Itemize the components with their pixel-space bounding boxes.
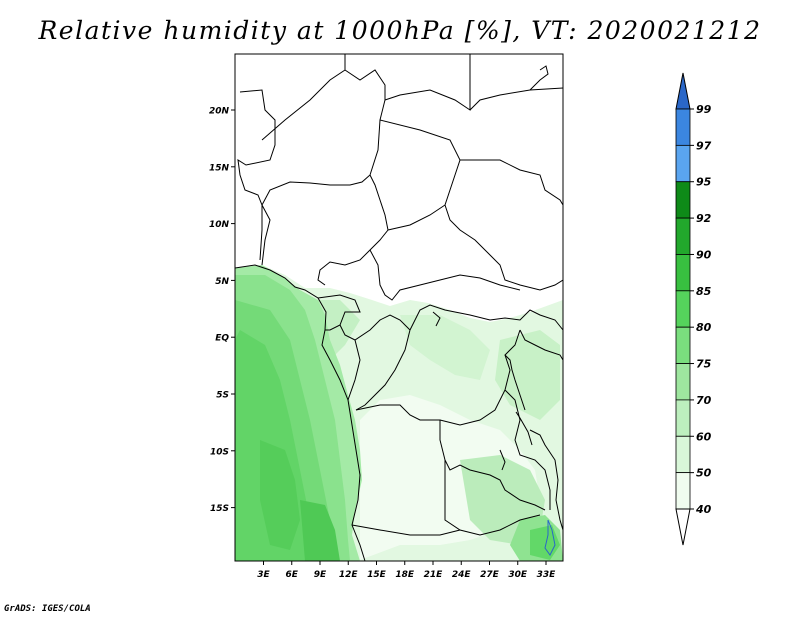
- colorbar-label: 95: [696, 176, 712, 189]
- map-title: Relative humidity at 1000hPa [%], VT: 20…: [38, 16, 762, 45]
- humidity-field: [235, 54, 563, 561]
- lon-tick-label: 27E: [480, 570, 500, 580]
- lon-tick-label: 33E: [537, 570, 557, 580]
- lat-tick-label: 5S: [216, 391, 229, 401]
- colorbar-segment: [675, 472, 691, 510]
- credit-label: GrADS: IGES/COLA: [4, 604, 91, 614]
- lon-tick-label: 18E: [395, 570, 415, 580]
- lon-tick-label: 30E: [508, 570, 528, 580]
- colorbar-segment: [675, 254, 691, 292]
- colorbar-label: 85: [696, 285, 712, 298]
- colorbar-label: 92: [696, 212, 712, 225]
- colorbar-segment: [675, 108, 691, 146]
- colorbar-upper-arrow: [675, 72, 691, 110]
- colorbar-label: 70: [696, 394, 712, 407]
- colorbar-label: 75: [696, 358, 712, 371]
- lon-tick-label: 6E: [286, 570, 299, 580]
- colorbar-label: 50: [696, 467, 712, 480]
- colorbar-segment: [675, 435, 691, 474]
- colorbar-segment: [675, 217, 691, 255]
- colorbar-segment: [675, 326, 691, 364]
- colorbar-label: 60: [696, 430, 712, 443]
- lat-tick-label: 5N: [215, 277, 229, 287]
- colorbar-label: 40: [695, 503, 712, 516]
- lat-tick-label: 10N: [209, 220, 230, 230]
- lon-tick-label: 15E: [367, 570, 387, 580]
- lat-tick-label: 15S: [210, 504, 229, 514]
- country-borders: [235, 54, 563, 561]
- colorbar-segment: [675, 290, 691, 328]
- lat-tick-label: EQ: [215, 334, 229, 344]
- colorbar-segment: [675, 181, 691, 219]
- colorbar-label: 80: [696, 321, 712, 334]
- longitude-axis: 3E 6E 9E 12E 15E 18E 21E 24E 27E 30E 33E: [257, 561, 556, 580]
- colorbar: 99 97 95 92 90 85 80 75 70 60 50 40: [675, 72, 712, 546]
- lat-tick-label: 10S: [210, 447, 229, 457]
- lat-tick-label: 15N: [209, 163, 230, 173]
- colorbar-label: 97: [696, 139, 712, 152]
- lon-tick-label: 21E: [424, 570, 444, 580]
- colorbar-segment: [675, 144, 691, 183]
- colorbar-segment: [675, 399, 691, 437]
- colorbar-label: 90: [696, 248, 712, 261]
- colorbar-lower-arrow: [675, 508, 691, 546]
- plot-frame: [234, 53, 564, 562]
- latitude-axis: 20N 15N 10N 5N EQ 5S 10S 15S: [209, 107, 235, 514]
- lon-tick-label: 24E: [452, 570, 472, 580]
- lon-tick-label: 9E: [314, 570, 327, 580]
- colorbar-segment: [675, 363, 691, 401]
- lon-tick-label: 3E: [257, 570, 270, 580]
- colorbar-label: 99: [696, 103, 712, 116]
- lat-tick-label: 20N: [209, 107, 230, 117]
- lon-tick-label: 12E: [339, 570, 359, 580]
